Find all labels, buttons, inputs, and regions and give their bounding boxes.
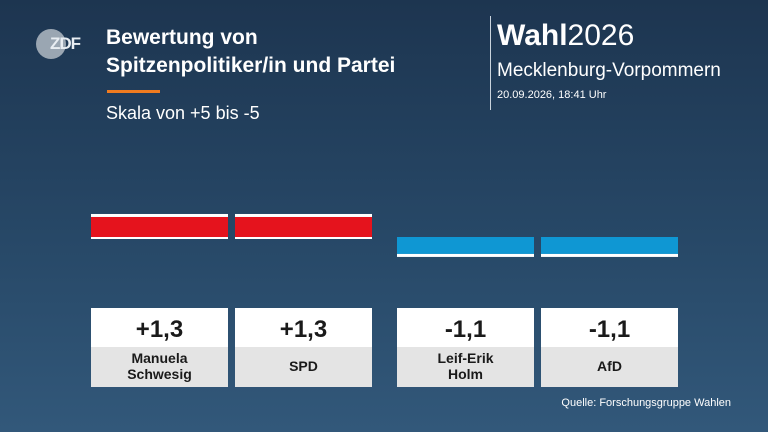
value-label-2: -1,1 (445, 316, 486, 343)
bar-3 (541, 237, 678, 254)
category-box-0 (91, 347, 228, 387)
bar-2 (397, 237, 534, 254)
category-label-line: Schwesig (127, 366, 192, 382)
category-box-3 (541, 347, 678, 387)
category-label-line: SPD (289, 358, 318, 374)
header-divider (490, 16, 491, 110)
value-box-2 (397, 308, 534, 347)
zdf-logo (36, 29, 66, 59)
bar-cap-1 (235, 213, 372, 217)
bar-cap-3 (541, 253, 678, 257)
category-label-2: Leif-Erik Holm (437, 350, 493, 382)
category-label-line: Manuela (131, 350, 187, 366)
election-year: 2026 (567, 19, 635, 52)
category-label-1: SPD (289, 358, 318, 374)
title-accent-line (107, 90, 160, 93)
chart-title: Bewertung von Spitzenpolitiker/in und Pa… (106, 24, 476, 80)
value-label-1: +1,3 (280, 316, 327, 343)
category-box-1 (235, 347, 372, 387)
bar-cap-0 (91, 213, 228, 217)
election-brand-word: Wahl (497, 19, 568, 52)
value-label-0: +1,3 (136, 316, 183, 343)
category-box-2 (397, 347, 534, 387)
category-label-line: AfD (597, 358, 622, 374)
category-label-0: Manuela Schwesig (127, 350, 192, 382)
value-label-3: -1,1 (589, 316, 630, 343)
value-box-1 (235, 308, 372, 347)
bar-baseline-0 (91, 237, 228, 239)
zdf-logo-text: ZDF (50, 34, 81, 53)
election-region: Mecklenburg-Vorpommern (497, 60, 721, 81)
chart-title-line1: Bewertung von (106, 26, 258, 49)
category-label-line: Leif-Erik (437, 350, 493, 366)
value-box-3 (541, 308, 678, 347)
bar-0 (91, 216, 228, 237)
bar-1 (235, 216, 372, 237)
chart-subtitle: Skala von +5 bis -5 (106, 103, 260, 123)
timestamp: 20.09.2026, 18:41 Uhr (497, 89, 607, 101)
election-brand: Wahl2026 (497, 18, 634, 54)
bar-baseline-1 (235, 237, 372, 239)
value-box-0 (91, 308, 228, 347)
bar-cap-2 (397, 253, 534, 257)
source-note: Quelle: Forschungsgruppe Wahlen (561, 397, 731, 409)
category-label-line: Holm (448, 366, 483, 382)
chart-title-line2: Spitzenpolitiker/in und Partei (106, 54, 396, 77)
category-label-3: AfD (597, 358, 622, 374)
